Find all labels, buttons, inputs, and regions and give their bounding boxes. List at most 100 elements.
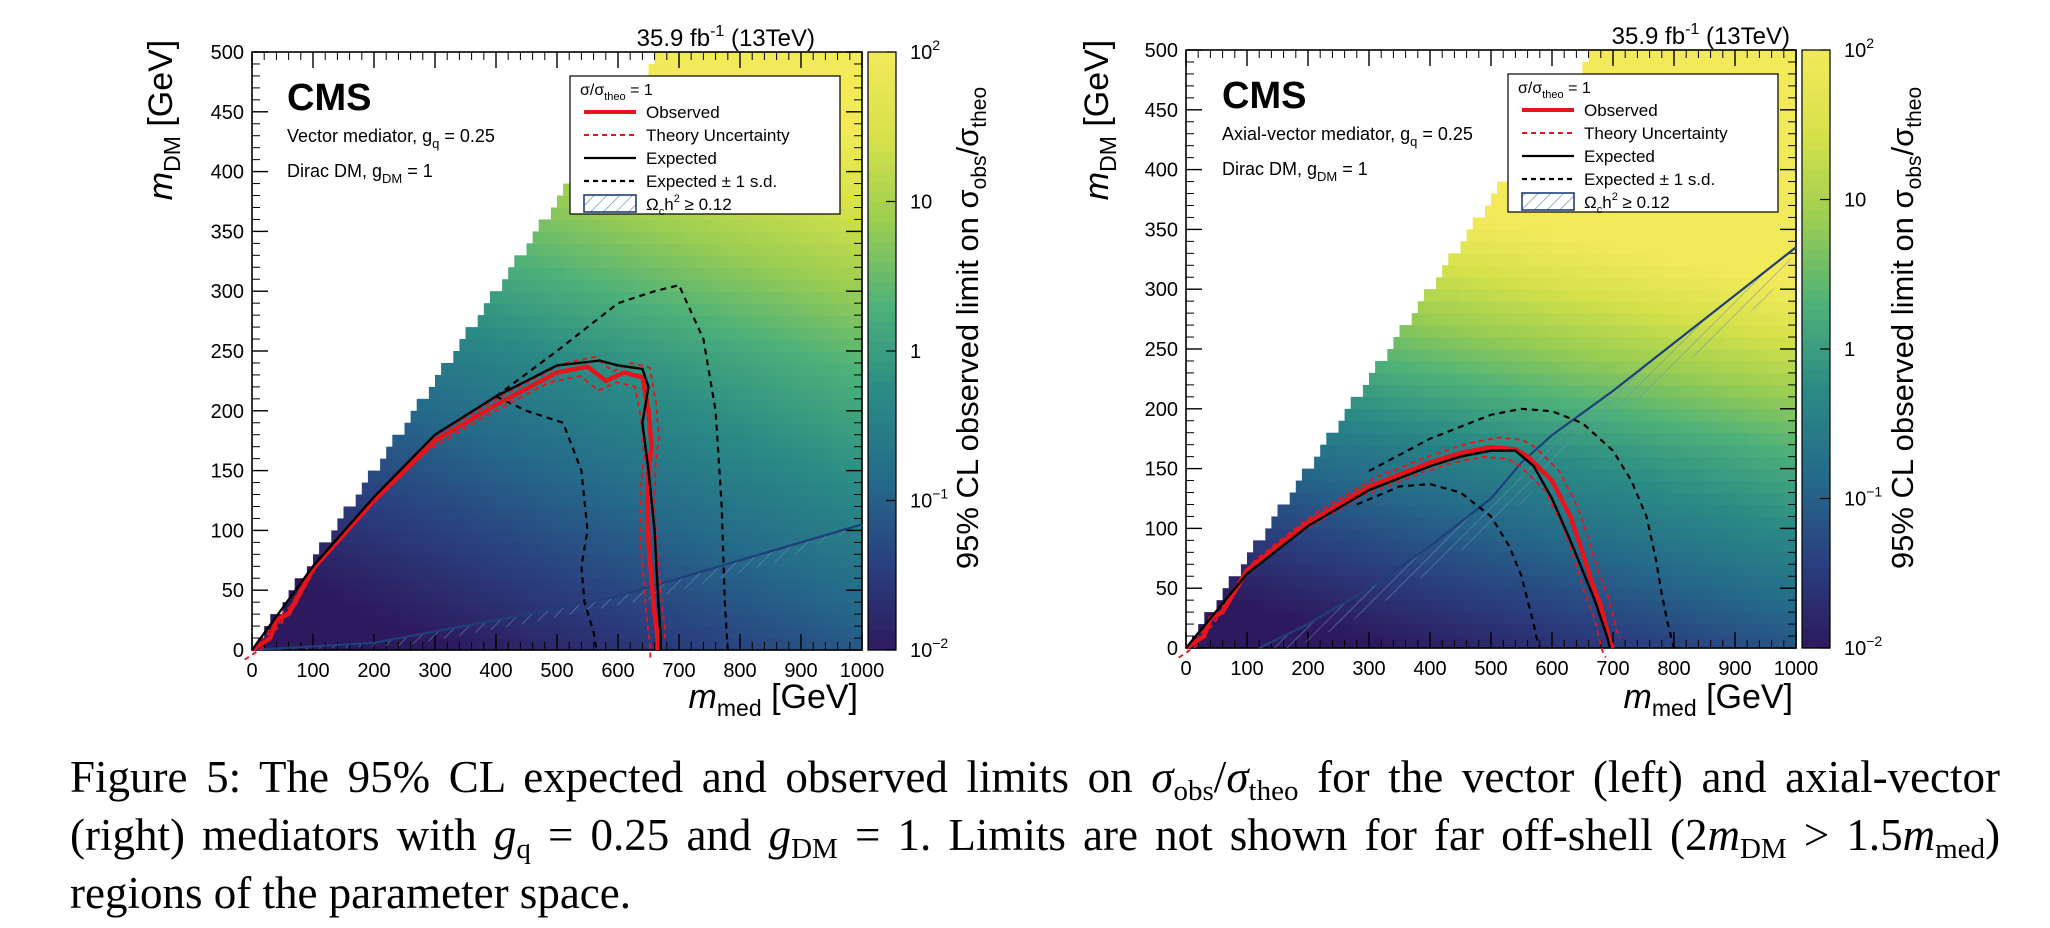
heatmap-cell xyxy=(587,339,595,352)
heatmap-cell xyxy=(447,362,454,376)
cms-label: CMS xyxy=(287,77,371,119)
heatmap-cell xyxy=(660,614,668,627)
heatmap-cell xyxy=(733,303,741,316)
heatmap-cell xyxy=(788,267,796,280)
heatmap-cell xyxy=(1375,420,1382,434)
color-bar-cell xyxy=(868,640,896,651)
color-bar-cell xyxy=(868,291,896,302)
heatmap-cell xyxy=(532,602,540,615)
heatmap-cell xyxy=(794,470,802,484)
heatmap-cell xyxy=(398,602,406,615)
heatmap-cell xyxy=(386,530,393,543)
heatmap-cell xyxy=(636,458,643,472)
heatmap-cell xyxy=(1472,360,1480,374)
heatmap-cell xyxy=(721,339,729,352)
heatmap-cell xyxy=(666,458,674,472)
heatmap-cell xyxy=(813,578,820,591)
heatmap-cell xyxy=(642,566,650,579)
heatmap-cell xyxy=(1393,588,1401,601)
heatmap-cell xyxy=(526,518,534,531)
heatmap-cell xyxy=(514,458,521,472)
heatmap-cell xyxy=(813,446,820,460)
heatmap-cell xyxy=(746,279,753,292)
heatmap-cell xyxy=(679,374,686,388)
heatmap-cell xyxy=(1442,337,1449,350)
heatmap-cell xyxy=(624,602,631,615)
heatmap-cell xyxy=(1423,349,1431,362)
heatmap-cell xyxy=(1491,480,1498,494)
heatmap-cell xyxy=(758,398,765,412)
heatmap-cell xyxy=(715,422,723,436)
heatmap-cell xyxy=(1277,516,1285,529)
heatmap-cell xyxy=(599,315,607,328)
heatmap-cell xyxy=(660,542,668,555)
heatmap-cell xyxy=(764,518,772,531)
heatmap-cell xyxy=(819,291,826,304)
heatmap-cell xyxy=(483,614,491,627)
heatmap-cell xyxy=(477,327,485,340)
heatmap-cell xyxy=(416,602,424,615)
heatmap-cell xyxy=(697,351,704,364)
heatmap-cell xyxy=(1369,396,1376,410)
heatmap-cell xyxy=(489,303,497,316)
heatmap-cell xyxy=(1277,552,1285,565)
heatmap-cell xyxy=(319,638,326,651)
heatmap-cell xyxy=(666,52,674,65)
heatmap-cell xyxy=(618,327,625,340)
heatmap-cell xyxy=(465,374,473,388)
heatmap-cell xyxy=(496,554,503,567)
heatmap-cell xyxy=(337,590,345,603)
heatmap-cell xyxy=(514,494,521,508)
heatmap-cell xyxy=(1430,600,1437,613)
heatmap-cell xyxy=(752,602,759,615)
heatmap-cell xyxy=(520,518,528,531)
heatmap-cell xyxy=(367,566,375,579)
heatmap-cell xyxy=(782,578,790,591)
heatmap-cell xyxy=(752,458,759,472)
heatmap-cell xyxy=(660,315,668,328)
heatmap-cell xyxy=(1521,349,1529,362)
heatmap-cell xyxy=(691,614,698,627)
heatmap-cell xyxy=(801,566,808,579)
heatmap-cell xyxy=(1442,504,1449,518)
plot-vector: 0 100 200 300 400 500 600 700 800 900 100005010015… xyxy=(211,37,949,682)
heatmap-cell xyxy=(587,542,595,555)
heatmap-cell xyxy=(837,638,845,651)
heatmap-cell xyxy=(1484,408,1492,422)
heatmap-cell xyxy=(575,267,582,280)
heatmap-cell xyxy=(471,374,479,388)
heatmap-cell xyxy=(1417,408,1425,422)
heatmap-cell xyxy=(721,518,729,531)
heatmap-cell xyxy=(416,434,424,448)
heatmap-cell xyxy=(1265,552,1272,565)
theory-uncertainty-contour xyxy=(244,375,652,661)
heatmap-cell xyxy=(392,614,399,627)
heatmap-cell xyxy=(447,434,454,448)
heatmap-cell xyxy=(721,52,729,65)
heatmap-cell xyxy=(672,626,680,639)
heatmap-cell xyxy=(581,386,589,400)
heatmap-cell xyxy=(825,63,833,77)
heatmap-cell xyxy=(1533,408,1541,422)
heatmap-cell xyxy=(855,87,863,101)
heatmap-cell xyxy=(1387,612,1394,625)
heatmap-cell xyxy=(1350,528,1358,541)
color-bar-cell xyxy=(868,400,896,412)
heatmap-cell xyxy=(428,602,436,615)
heatmap-cell xyxy=(380,590,387,603)
heatmap-cell xyxy=(849,362,857,376)
heatmap-cell xyxy=(849,626,857,639)
heatmap-cell xyxy=(733,518,741,531)
dm-coupling-label: Dirac DM, gDM = 1 xyxy=(287,161,433,186)
heatmap-cell xyxy=(1460,277,1468,290)
heatmap-cell xyxy=(599,267,607,280)
heatmap-cell xyxy=(416,626,424,639)
heatmap-cell xyxy=(764,255,772,268)
heatmap-cell xyxy=(489,386,497,400)
heatmap-cell xyxy=(1509,360,1516,374)
heatmap-cell xyxy=(843,542,851,555)
heatmap-cell xyxy=(300,638,308,651)
heatmap-cell xyxy=(459,614,467,627)
heatmap-cell xyxy=(831,470,839,484)
heatmap-cell xyxy=(1399,636,1407,649)
